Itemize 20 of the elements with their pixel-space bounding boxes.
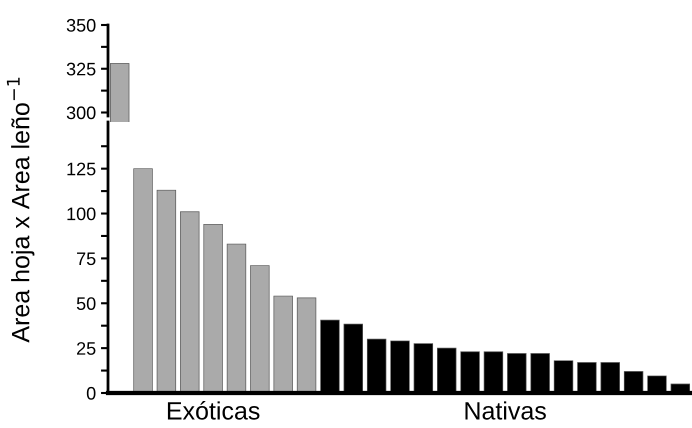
bar	[180, 211, 200, 393]
bar	[250, 265, 270, 393]
y-tick-label: 300	[66, 106, 96, 120]
y-tick-label: 75	[77, 252, 96, 266]
y-tick-label: 0	[86, 386, 96, 400]
y-tick-label: 25	[77, 342, 96, 355]
y-tick-label: 100	[67, 207, 96, 220]
y-tick-label: 125	[67, 162, 96, 176]
bar	[156, 190, 176, 393]
bar	[133, 168, 153, 393]
bar	[226, 244, 246, 393]
text: Nativas	[465, 401, 546, 420]
y-tick-label: 325	[66, 62, 96, 76]
bar	[274, 296, 293, 393]
y-tick-label: 50	[76, 297, 96, 310]
text: Exóticas	[168, 401, 260, 420]
bar	[203, 224, 223, 393]
y-axis-title: Area hoja x Area leño$^{−1}$	[6, 78, 34, 343]
bar	[296, 298, 316, 393]
y-tick-label: 350	[66, 18, 96, 32]
